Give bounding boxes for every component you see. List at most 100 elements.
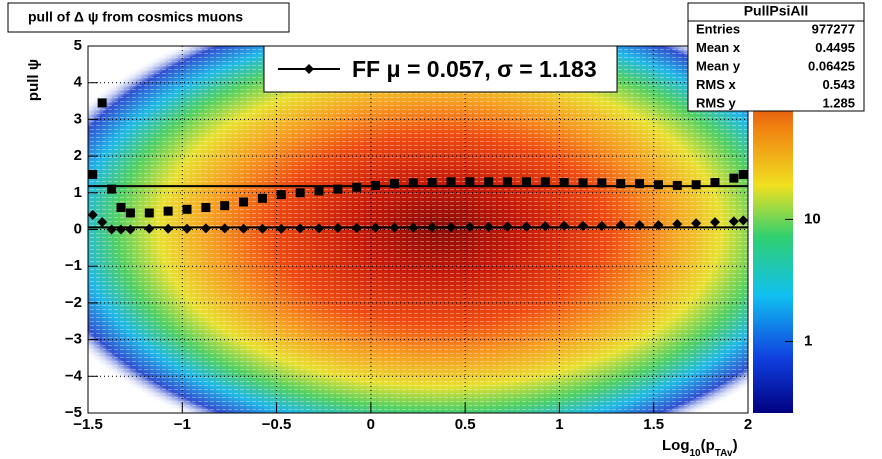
x-tick-label: −1 [174,416,191,433]
diamond-marker [116,224,126,235]
stats-value: 0.06425 [808,58,855,73]
square-marker [408,178,418,188]
diamond-marker [559,220,570,231]
stats-value: 0.4495 [815,40,855,55]
diamond-marker [427,222,438,233]
diamond-marker [182,223,192,234]
square-marker [465,177,475,187]
square-marker [738,169,748,179]
x-tick-label: −0.5 [262,416,292,433]
y-tick-label: 1 [74,184,82,201]
diamond-marker [653,220,664,231]
x-tick-label: 1.5 [643,416,664,433]
diamond-marker [200,223,211,234]
stats-title: PullPsiAll [744,3,809,19]
z-tick-label: 1 [804,333,812,350]
x-title-part: (p [701,437,715,454]
x-tick-label: 0 [367,416,375,433]
square-marker [691,180,701,190]
square-marker [540,177,550,187]
diamond-marker [578,220,588,231]
diamond-marker [97,217,108,228]
square-marker [352,182,362,192]
diamond-marker [446,222,456,233]
square-marker [163,206,173,216]
square-marker [314,186,324,196]
stats-value: 977277 [812,21,855,36]
diamond-marker [389,222,400,233]
x-tick-label: 2 [744,416,752,433]
x-title-sub: 10 [690,448,702,459]
square-marker [616,179,626,189]
square-marker [257,193,267,203]
diamond-marker [483,221,494,232]
diamond-marker [276,223,287,234]
y-tick-label: −4 [65,367,83,384]
square-marker [503,177,513,187]
y-tick-label: −5 [65,404,82,421]
square-marker [88,169,98,179]
stats-label: Mean y [696,58,741,73]
diamond-marker [540,221,551,232]
diamond-marker [464,221,475,232]
x-title-part: Log [662,437,690,454]
legend-label: FF μ = 0.057, σ = 1.183 [352,56,597,82]
diamond-marker [332,223,343,234]
square-marker [672,180,682,190]
axes: −1.5 −1 −0.5 0 0.5 1 1.5 2 −5 −4 −3 −2 −1 0 1 2 3 4 5 1 10 [65,37,821,433]
diamond-marker [125,224,136,235]
x-tick-label: −1.5 [73,416,103,433]
square-marker [220,201,230,211]
stats-value: 0.543 [822,77,855,92]
diamond-marker [502,221,513,232]
diamond-marker [634,220,645,231]
square-marker [239,197,249,207]
legend-marker [304,64,314,74]
diamond-marker [351,223,362,234]
y-tick-label: −1 [65,257,82,274]
square-marker [729,173,739,183]
legend: FF μ = 0.057, σ = 1.183 [263,45,618,93]
heatmap [88,46,748,413]
y-tick-label: 0 [74,220,82,237]
square-marker [389,179,399,189]
title-box [7,2,290,33]
y-tick-label: 5 [74,37,82,54]
square-marker [116,202,126,212]
square-marker [371,180,381,190]
y-tick-label: 4 [74,74,83,91]
square-marker [653,180,663,190]
stats-label: RMS y [696,95,737,110]
x-tick-label: 1 [555,416,563,433]
square-marker [559,178,569,188]
marks [87,98,749,235]
square-marker [333,184,343,194]
y-tick-label: 2 [74,147,82,164]
stats-label: Mean x [696,40,741,55]
x-title-sub: TAv [715,448,733,459]
square-marker [276,190,286,200]
y-axis-title: pull ψ [25,59,42,101]
diamond-marker [738,215,749,226]
diamond-marker [615,220,626,231]
square-marker [427,178,437,188]
square-marker [125,208,135,218]
square-marker [635,179,645,189]
diamond-marker [672,218,683,229]
diamond-marker [728,216,739,227]
x-axis-title: Log10(pTAv) [662,437,738,459]
diamond-marker [596,220,607,231]
x-tick-label: 0.5 [455,416,476,433]
diamond-marker [163,223,174,234]
x-title-part: ) [733,437,738,454]
diamond-marker [691,218,702,229]
diamond-marker [238,223,249,234]
z-tick-label: 10 [804,210,821,227]
square-marker [521,177,531,187]
diamond-marker [408,222,419,233]
y-tick-label: −3 [65,331,82,348]
diamond-marker [710,217,720,228]
square-marker [484,177,494,187]
square-marker [597,178,607,188]
